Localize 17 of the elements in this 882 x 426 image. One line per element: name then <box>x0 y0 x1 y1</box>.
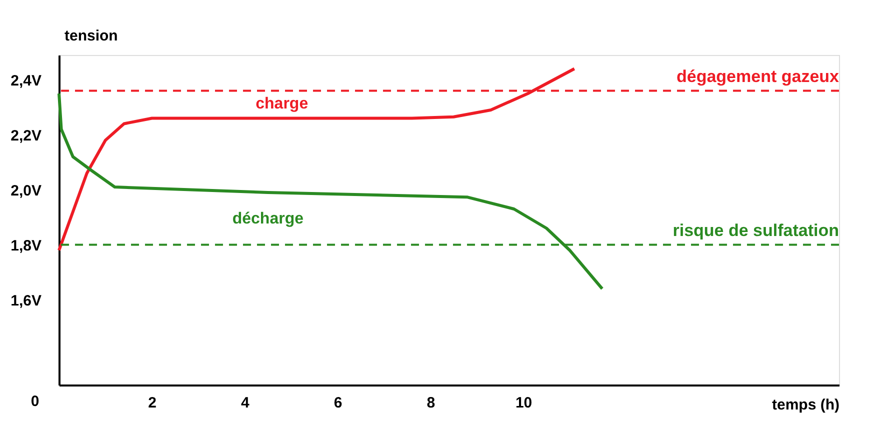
x-tick-label: 8 <box>426 394 436 412</box>
x-tick-label: 2 <box>148 394 157 412</box>
x-tick-label: 10 <box>515 394 532 412</box>
text: 0 <box>30 393 40 410</box>
x-axis-title: temps (h) <box>772 396 840 414</box>
y-tick-label: 1,8V <box>10 237 42 254</box>
y-tick-label: 2,2V <box>10 127 42 144</box>
x-tick-label: 4 <box>241 394 250 412</box>
series-label: décharge <box>232 210 304 228</box>
y-tick-label: 1,6V <box>10 292 42 310</box>
y-tick-label: 2,0V <box>10 182 42 200</box>
ref-line-label: dégagement gazeux <box>676 66 840 86</box>
y-tick-label: 2,4V <box>10 72 42 90</box>
x-tick-label: 6 <box>334 394 342 412</box>
series-label: charge <box>256 95 308 112</box>
y-axis-title: tension <box>64 28 118 44</box>
ref-line-label: risque de sulfatation <box>672 220 839 240</box>
